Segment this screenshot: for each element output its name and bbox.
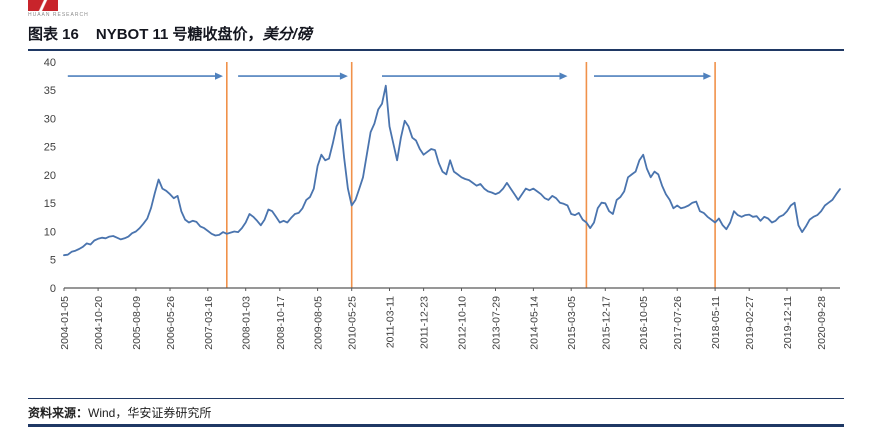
x-axis-tick-label: 2006-05-26 <box>165 296 177 350</box>
x-axis-tick-label: 2011-12-23 <box>419 296 431 349</box>
y-axis-tick-label: 40 <box>44 57 56 69</box>
source-label: 资料来源： <box>28 406 89 420</box>
x-axis-tick-label: 2004-01-05 <box>59 296 71 350</box>
x-axis-tick-label: 2010-05-25 <box>347 296 359 350</box>
price-chart-svg: 0 5 10 15 20 25 30 35 40 2004-01-05 2004-10-20 2005… <box>44 57 841 350</box>
x-axis-tick-label: 2019-02-27 <box>744 296 756 350</box>
huaan-logo-text: HUAAN RESEARCH <box>28 12 89 18</box>
y-axis-tick-label: 25 <box>44 142 56 154</box>
x-axis-tick-label: 2004-10-20 <box>93 296 105 350</box>
x-axis-tick-label: 2008-01-03 <box>241 296 253 350</box>
price-chart: 0 5 10 15 20 25 30 35 40 2004-01-05 2004-10-20 2005… <box>28 52 844 370</box>
x-axis-tick-label: 2014-05-14 <box>528 296 540 350</box>
x-axis-tick-label: 2008-10-17 <box>275 296 287 350</box>
header-rule <box>28 49 844 51</box>
cycle-arrow-head <box>703 72 712 80</box>
footer-rule <box>28 398 844 399</box>
x-axis-tick-label: 2015-03-05 <box>566 296 578 350</box>
cycle-arrow-head <box>339 72 348 80</box>
y-axis-tick-label: 35 <box>44 85 56 97</box>
x-axis-tick-label: 2009-08-05 <box>313 296 325 350</box>
huaan-logo: HUAAN RESEARCH <box>28 0 844 18</box>
source-text: Wind，华安证券研究所 <box>88 406 212 420</box>
x-axis-tick-label: 2011-03-11 <box>385 296 397 348</box>
y-axis-tick-label: 20 <box>44 170 56 182</box>
x-axis-tick-label: 2012-10-10 <box>457 296 469 350</box>
report-footer: 资料来源：Wind，华安证券研究所 <box>28 398 844 427</box>
figure-title-unit: 美分/磅 <box>262 26 312 43</box>
x-axis-tick-label: 2007-03-16 <box>203 296 215 350</box>
cycle-arrow-head <box>215 72 223 80</box>
price-line <box>63 84 841 257</box>
x-axis-tick-label: 2017-07-26 <box>672 296 684 350</box>
cycle-arrow-head <box>559 72 568 80</box>
x-axis-tick-label: 2019-12-11 <box>782 296 794 349</box>
x-axis-tick-label: 2020-09-28 <box>816 296 828 350</box>
footer-bottom-bar <box>28 424 844 427</box>
x-axis-tick-label: 2016-10-05 <box>638 296 650 350</box>
x-axis-tick-label: 2015-12-17 <box>600 296 612 350</box>
x-axis-tick-label: 2018-05-11 <box>710 296 722 349</box>
y-axis-tick-label: 5 <box>50 255 56 267</box>
figure-title-row: 图表 16 NYBOT 11 号糖收盘价，美分/磅 <box>28 23 844 44</box>
report-header: HUAAN RESEARCH 图表 16 NYBOT 11 号糖收盘价，美分/磅 <box>28 0 844 51</box>
y-axis-tick-label: 0 <box>50 283 56 295</box>
huaan-logo-icon <box>28 0 58 11</box>
y-axis-tick-label: 15 <box>44 198 56 210</box>
figure-title: NYBOT 11 号糖收盘价， <box>95 26 263 43</box>
figure-label: 图表 16 <box>28 26 79 43</box>
x-axis-tick-label: 2013-07-29 <box>491 296 503 350</box>
y-axis-tick-label: 10 <box>44 226 56 238</box>
source-note: 资料来源：Wind，华安证券研究所 <box>28 399 844 421</box>
x-axis-tick-label: 2005-08-09 <box>131 296 143 350</box>
y-axis-tick-label: 30 <box>44 113 56 125</box>
